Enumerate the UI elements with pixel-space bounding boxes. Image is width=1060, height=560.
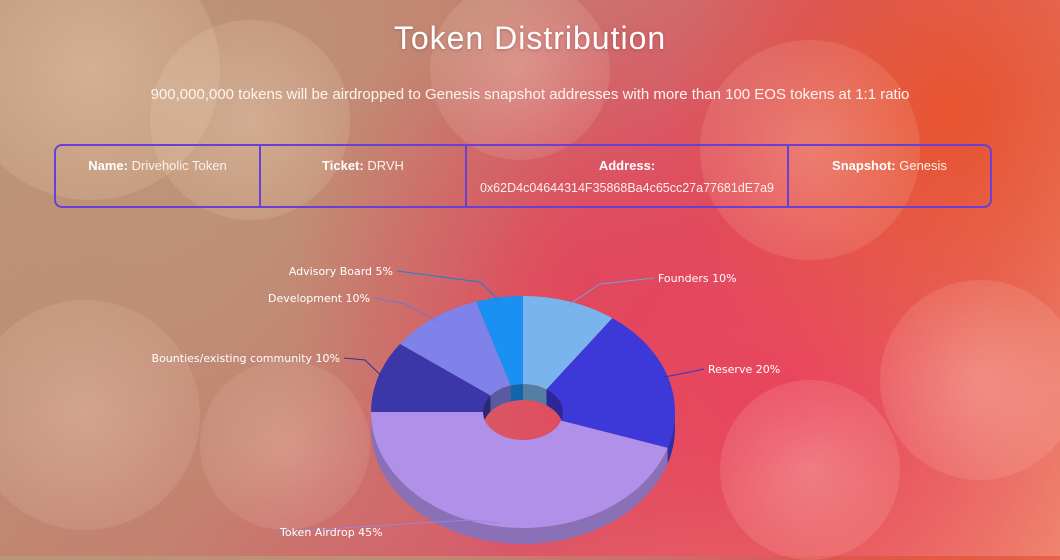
slice-label-token-airdrop: Token Airdrop 45% [279,526,383,539]
token-info-table: Name: Driveholic Token Ticket: DRVH Addr… [54,144,992,208]
address-cell: Address: 0x62D4c04644314F35868Ba4c65cc27… [467,146,789,206]
slice-label-advisory-board: Advisory Board 5% [289,265,393,278]
address-label: Address: [598,158,656,173]
slice-inner-development [490,385,511,412]
slice-label-development: Development 10% [268,292,370,305]
leader-line-reserve [663,368,705,378]
slice-inner-founders [523,384,547,406]
name-value: Driveholic Token [131,158,227,173]
slice-label-reserve: Reserve 20% [708,363,780,376]
slice-label-bounties-existing-community: Bounties/existing community 10% [152,352,340,365]
slice-bounties-existing-community [371,343,491,412]
slice-side-reserve [667,412,675,464]
ticket-label: Ticket: [322,158,364,173]
name-cell: Name: Driveholic Token [56,146,261,206]
snapshot-value: Genesis [899,158,947,173]
address-value: 0x62D4c04644314F35868Ba4c65cc27a77681dE7… [479,181,774,195]
slice-label-founders: Founders 10% [658,272,737,285]
slice-inner-advisory-board [510,384,523,402]
slice-reserve [546,318,676,448]
slice-inner-bounties-existing-community [483,395,491,428]
chart-slice-sides [371,384,675,545]
leader-line-bounties-existing-community [343,357,384,378]
page-subtitle: 900,000,000 tokens will be airdropped to… [150,86,910,103]
snapshot-cell: Snapshot: Genesis [789,146,990,206]
slice-inner-reserve [546,389,563,428]
slice-development [400,301,511,396]
slice-advisory-board [476,296,523,386]
leader-line-token-airdrop [275,519,500,533]
chart-slice-tops [371,296,676,528]
slice-founders [523,296,613,390]
slice-token-airdrop [371,412,668,528]
page-title: Token Distribution [393,20,667,56]
leader-line-advisory-board [396,270,501,302]
snapshot-label: Snapshot: [832,158,896,173]
leader-line-founders [568,277,655,306]
leader-line-development [373,297,437,322]
name-label: Name: [88,158,128,173]
ticket-cell: Ticket: DRVH [261,146,467,206]
chart-labels: Founders 10% Reserve 20% Token Airdrop 45%… [152,265,781,539]
ticket-value: DRVH [367,158,404,173]
